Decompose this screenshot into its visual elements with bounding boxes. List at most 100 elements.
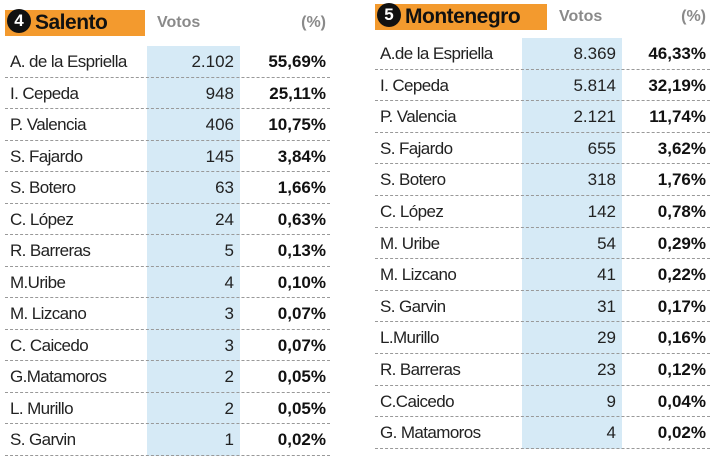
- candidate-name: S. Fajardo: [10, 146, 83, 166]
- votes: 406: [205, 115, 234, 134]
- percentage: 25,11%: [269, 83, 326, 103]
- table-row: L.Murillo 29 0,16%: [375, 322, 710, 354]
- votes: 5: [224, 241, 234, 260]
- percentage: 0,16%: [657, 328, 706, 348]
- votes: 31: [597, 296, 616, 316]
- percentage: 0,02%: [657, 423, 706, 443]
- percentage: 0,02%: [277, 430, 326, 449]
- percentage: 1,66%: [277, 178, 326, 197]
- table-row: S. Fajardo 145 3,84%: [5, 141, 330, 172]
- candidate-name: G.Matamoros: [10, 367, 107, 386]
- candidate-name: L. Murillo: [10, 398, 74, 418]
- table: Salento 4 Votos (%) A. de la Espriella 2.102 5…: [5, 8, 330, 456]
- table-row: M. Uribe 54 0,29%: [375, 228, 710, 260]
- votes: 3: [224, 304, 234, 323]
- table-row: G.Matamoros 2 0,05%: [5, 361, 330, 393]
- table-row: G. Matamoros 4 0,02%: [375, 417, 710, 449]
- votes: 29: [597, 328, 616, 348]
- candidate-name: M. Uribe: [380, 233, 440, 253]
- table-row: S. Botero 318 1,76%: [375, 164, 710, 196]
- votes-column-bg: [522, 38, 622, 449]
- table-row: R. Barreras 23 0,12%: [375, 354, 710, 386]
- votes: 2.102: [191, 52, 234, 71]
- table: Montenegro 5 Votos (%) A.de la Espriella 8.36…: [375, 2, 710, 449]
- table-row: S. Fajardo 655 3,62%: [375, 133, 710, 165]
- table-row: M. Lizcano 41 0,22%: [375, 259, 710, 291]
- candidate-name: A.de la Espriella: [380, 44, 493, 63]
- candidate-name: I. Cepeda: [380, 75, 449, 95]
- table-row: S. Garvin 31 0,17%: [375, 291, 710, 323]
- votes: 23: [597, 360, 616, 379]
- table-row: I. Cepeda 948 25,11%: [5, 78, 330, 109]
- candidate-name: S. Fajardo: [380, 138, 453, 158]
- column-header: (%): [681, 8, 706, 25]
- candidate-name: C. Caicedo: [10, 335, 89, 355]
- candidate-name: S. Botero: [380, 170, 446, 190]
- percentage: 3,62%: [657, 138, 706, 158]
- percentage: 0,10%: [277, 272, 326, 292]
- table-row: C. Caicedo 3 0,07%: [5, 330, 330, 361]
- percentage: 11,74%: [649, 107, 706, 127]
- candidate-name: S. Garvin: [380, 296, 446, 316]
- table-row: R. Barreras 5 0,13%: [5, 235, 330, 267]
- votes: 5.814: [573, 75, 616, 95]
- votes: 24: [215, 209, 234, 229]
- candidate-name: M. Lizcano: [380, 265, 457, 285]
- percentage: 0,05%: [277, 367, 326, 386]
- votes: 2: [224, 398, 234, 418]
- percentage: 0,78%: [657, 202, 706, 221]
- votes: 2.121: [573, 107, 616, 127]
- table-header: Montenegro 5 Votos (%): [375, 2, 710, 30]
- candidate-name: R. Barreras: [380, 360, 461, 379]
- candidate-name: C. López: [380, 202, 444, 221]
- table-row: C.Caicedo 9 0,04%: [375, 386, 710, 418]
- percentage: 0,22%: [657, 265, 706, 285]
- percentage: 0,12%: [657, 360, 706, 379]
- badge-number: 4: [7, 9, 31, 33]
- percentage: 10,75%: [268, 115, 326, 134]
- votes: 54: [597, 233, 616, 253]
- table-row: M. Lizcano 3 0,07%: [5, 298, 330, 330]
- candidate-name: C. López: [10, 209, 74, 229]
- percentage: 0,07%: [277, 335, 326, 355]
- percentage: 0,04%: [657, 391, 706, 411]
- candidate-name: P. Valencia: [10, 115, 87, 134]
- percentage: 55,69%: [268, 52, 326, 71]
- votes: 655: [587, 138, 616, 158]
- table-row: C. López 24 0,63%: [5, 204, 330, 235]
- votes-column-bg: [147, 46, 240, 456]
- votes: 4: [224, 272, 234, 292]
- candidate-name: I. Cepeda: [10, 83, 79, 103]
- badge-number: 5: [377, 3, 401, 27]
- column-header: Votos: [157, 14, 201, 31]
- percentage: 46,33%: [648, 44, 706, 63]
- candidate-name: A. de la Espriella: [10, 52, 127, 71]
- column-header: Votos: [559, 8, 603, 25]
- table-row: S. Garvin 1 0,02%: [5, 424, 330, 456]
- table-header: Salento 4 Votos (%): [5, 8, 330, 36]
- candidate-name: P. Valencia: [380, 107, 457, 127]
- percentage: 3,84%: [277, 146, 326, 166]
- percentage: 0,07%: [277, 304, 326, 323]
- table-row: I. Cepeda 5.814 32,19%: [375, 70, 710, 102]
- candidate-name: C.Caicedo: [380, 391, 455, 411]
- table-row: A.de la Espriella 8.369 46,33%: [375, 38, 710, 70]
- title: Montenegro: [375, 4, 547, 30]
- candidate-name: S. Garvin: [10, 430, 76, 449]
- votes: 1: [224, 430, 234, 449]
- votes: 145: [205, 146, 234, 166]
- table-row: C. López 142 0,78%: [375, 196, 710, 228]
- votes: 8.369: [573, 44, 616, 63]
- votes: 948: [205, 83, 234, 103]
- candidate-name: S. Botero: [10, 178, 76, 197]
- candidate-name: G. Matamoros: [380, 423, 481, 443]
- percentage: 0,17%: [657, 296, 706, 316]
- table-row: P. Valencia 2.121 11,74%: [375, 101, 710, 133]
- table-row: S. Botero 63 1,66%: [5, 172, 330, 204]
- candidate-name: M.Uribe: [10, 272, 66, 292]
- votes: 2: [224, 367, 234, 386]
- percentage: 0,29%: [657, 233, 706, 253]
- votes: 4: [606, 423, 616, 443]
- votes: 318: [587, 170, 616, 190]
